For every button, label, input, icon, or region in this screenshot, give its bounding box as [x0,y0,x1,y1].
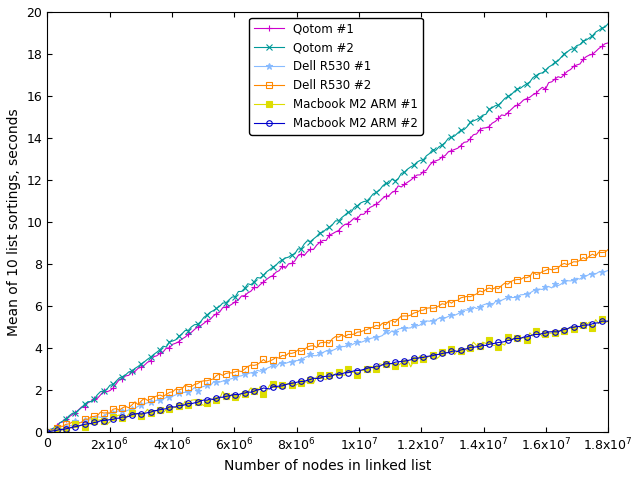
Macbook M2 ARM #1 [52,428,60,433]
Macbook M2 ARM #2 [541,330,549,336]
Line: Qotom #1: Qotom #1 [44,39,612,435]
Macbook M2 ARM #2 [109,417,117,422]
Dell R530 #1 [44,429,51,435]
Qotom #2 [586,35,593,41]
Dell R530 #2 [159,394,167,399]
Dell R530 #2 [541,268,549,274]
Qotom #2 [52,425,60,431]
Qotom #2 [44,429,51,435]
Macbook M2 ARM #2 [601,318,609,324]
Dell R530 #2 [52,426,60,432]
Qotom #2 [257,275,264,281]
Qotom #1 [541,86,549,92]
Macbook M2 ARM #2 [586,322,593,328]
Macbook M2 ARM #2 [44,429,51,435]
Macbook M2 ARM #1 [257,384,264,389]
Line: Qotom #2: Qotom #2 [44,20,612,435]
Dell R530 #1 [109,410,117,416]
Legend: Qotom #1, Qotom #2, Dell R530 #1, Dell R530 #2, Macbook M2 ARM #1, Macbook M2 AR: Qotom #1, Qotom #2, Dell R530 #1, Dell R… [250,18,423,135]
Qotom #1 [604,40,612,46]
Dell R530 #1 [52,428,60,433]
Macbook M2 ARM #1 [159,410,167,416]
Qotom #2 [109,382,117,387]
Qotom #2 [604,21,612,26]
Qotom #1 [52,423,60,429]
Macbook M2 ARM #2 [159,406,167,412]
Dell R530 #2 [44,429,51,435]
Qotom #1 [44,429,51,435]
Dell R530 #1 [257,368,264,374]
Dell R530 #1 [159,396,167,402]
Qotom #1 [109,385,117,391]
Y-axis label: Mean of 10 list sortings, seconds: Mean of 10 list sortings, seconds [7,108,21,336]
Qotom #1 [257,282,264,288]
Dell R530 #1 [586,271,593,277]
Qotom #1 [159,349,167,355]
Macbook M2 ARM #1 [604,318,612,324]
Line: Dell R530 #1: Dell R530 #1 [44,267,612,435]
Macbook M2 ARM #1 [541,331,549,337]
Qotom #1 [586,52,593,58]
Line: Macbook M2 ARM #1: Macbook M2 ARM #1 [44,317,611,435]
Dell R530 #2 [604,247,612,252]
Line: Dell R530 #2: Dell R530 #2 [44,247,611,435]
Macbook M2 ARM #1 [598,317,605,323]
Macbook M2 ARM #2 [604,318,612,324]
Qotom #2 [159,343,167,349]
Dell R530 #2 [257,360,264,365]
Macbook M2 ARM #2 [257,386,264,392]
Dell R530 #2 [586,253,593,259]
Dell R530 #1 [541,284,549,290]
Dell R530 #1 [604,267,612,273]
Line: Macbook M2 ARM #2: Macbook M2 ARM #2 [44,318,611,435]
Dell R530 #2 [109,407,117,412]
Macbook M2 ARM #2 [52,428,60,433]
Macbook M2 ARM #1 [586,319,593,325]
Macbook M2 ARM #1 [44,429,51,435]
X-axis label: Number of nodes in linked list: Number of nodes in linked list [224,459,431,473]
Qotom #2 [541,68,549,73]
Macbook M2 ARM #1 [109,414,117,420]
